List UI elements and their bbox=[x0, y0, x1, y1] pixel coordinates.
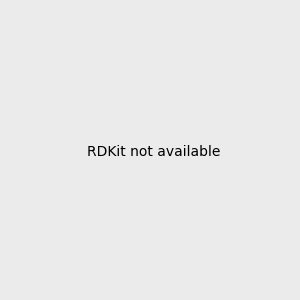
Text: RDKit not available: RDKit not available bbox=[87, 145, 220, 158]
